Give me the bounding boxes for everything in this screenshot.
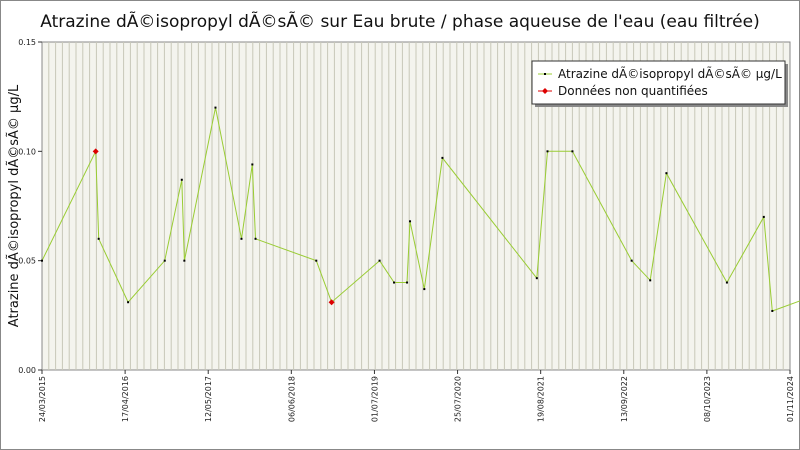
legend-label: Atrazine dÃ©isopropyl dÃ©sÃ© µg/L bbox=[558, 66, 782, 81]
data-point bbox=[423, 288, 426, 291]
series-line-group bbox=[41, 106, 800, 312]
legend-swatch-marker bbox=[542, 88, 548, 94]
data-point bbox=[240, 237, 243, 240]
data-point bbox=[214, 106, 217, 109]
x-tick-label: 24/03/2015 bbox=[38, 376, 47, 422]
x-tick-label: 01/11/2024 bbox=[786, 376, 795, 422]
data-point bbox=[180, 178, 183, 181]
data-point bbox=[649, 279, 652, 282]
x-tick-label: 12/05/2017 bbox=[204, 376, 213, 422]
y-tick-label: 0.10 bbox=[18, 147, 36, 156]
x-tick-label: 25/07/2020 bbox=[454, 376, 463, 422]
data-point bbox=[254, 237, 257, 240]
data-point bbox=[378, 259, 381, 262]
data-point bbox=[762, 215, 765, 218]
data-point bbox=[441, 156, 444, 159]
data-point bbox=[665, 172, 668, 175]
x-axis: 24/03/2015 17/04/2016 12/05/2017 06/06/2018… bbox=[38, 370, 795, 422]
data-point bbox=[546, 150, 549, 153]
data-point-non-quantified bbox=[92, 148, 99, 155]
data-point bbox=[183, 259, 186, 262]
y-tick-label: 0.00 bbox=[18, 366, 36, 375]
data-point bbox=[409, 220, 412, 223]
data-point bbox=[97, 237, 100, 240]
data-point bbox=[535, 277, 538, 280]
y-tick-label: 0.15 bbox=[18, 38, 36, 47]
x-tick-label: 08/10/2023 bbox=[703, 376, 712, 422]
x-tick-label: 06/06/2018 bbox=[287, 376, 296, 422]
x-tick-label: 01/07/2019 bbox=[370, 376, 379, 422]
x-tick-label: 19/08/2021 bbox=[537, 376, 546, 422]
data-point bbox=[251, 163, 254, 166]
x-tick-label: 17/04/2016 bbox=[121, 376, 130, 422]
data-point bbox=[163, 259, 166, 262]
y-tick-label: 0.05 bbox=[18, 257, 36, 266]
chart-title: Atrazine dÃ©isopropyl dÃ©sÃ© sur Eau bru… bbox=[40, 10, 759, 32]
data-point bbox=[725, 281, 728, 284]
data-point bbox=[771, 309, 774, 312]
legend-swatch-marker bbox=[544, 73, 546, 75]
legend: Atrazine dÃ©isopropyl dÃ©sÃ© µg/L Données… bbox=[531, 60, 788, 107]
grid-lines bbox=[48, 42, 784, 370]
data-point bbox=[127, 301, 130, 304]
data-point bbox=[406, 281, 409, 284]
legend-box bbox=[531, 60, 786, 105]
data-point-non-quantified bbox=[328, 299, 335, 306]
legend-label: Données non quantifiées bbox=[558, 84, 708, 98]
data-point bbox=[315, 259, 318, 262]
y-axis-label: Atrazine dÃ©isopropyl dÃ©sÃ© µg/L bbox=[6, 84, 22, 327]
x-tick-label: 13/09/2022 bbox=[620, 376, 629, 422]
data-point bbox=[630, 259, 633, 262]
data-point bbox=[393, 281, 396, 284]
data-point bbox=[571, 150, 574, 153]
data-point bbox=[41, 259, 43, 262]
y-axis: 0.00 0.05 0.10 0.15 bbox=[18, 38, 42, 375]
